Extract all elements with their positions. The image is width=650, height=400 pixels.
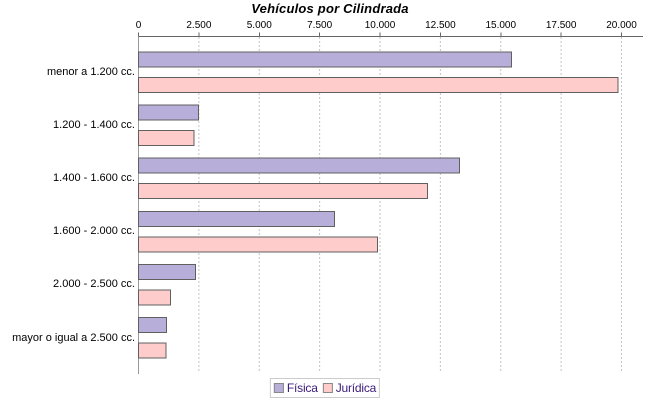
- bar-física-4: [138, 263, 196, 280]
- x-tick-label-7.500: 7.500: [307, 20, 333, 31]
- bar-jurídica-3: [138, 236, 379, 253]
- category-label-4: 2.000 - 2.500 cc.: [53, 278, 135, 291]
- x-tick-label-2.500: 2.500: [186, 20, 212, 31]
- x-tick-label-10.000: 10.000: [364, 20, 396, 31]
- legend: Física Jurídica: [269, 378, 381, 398]
- category-label-0: menor a 1.200 cc.: [46, 66, 135, 79]
- category-label-5: mayor o igual a 2.500 cc.: [12, 331, 135, 344]
- legend-label-fisica: Física: [286, 380, 318, 395]
- bar-física-5: [138, 316, 167, 333]
- x-tick-label-20.000: 20.000: [606, 20, 637, 31]
- legend-swatch-fisica: [273, 382, 284, 393]
- legend-label-juridica: Jurídica: [335, 380, 377, 395]
- bar-jurídica-5: [138, 342, 167, 359]
- bar-física-0: [138, 51, 512, 68]
- legend-swatch-juridica: [322, 382, 333, 393]
- legend-item-juridica: Jurídica: [322, 380, 377, 395]
- bar-física-1: [138, 104, 199, 121]
- bar-jurídica-4: [138, 289, 172, 306]
- x-tick-label-17.500: 17.500: [545, 20, 577, 31]
- bar-jurídica-1: [138, 130, 195, 147]
- x-tick-label-5.000: 5.000: [246, 20, 272, 31]
- category-label-3: 1.600 - 2.000 cc.: [53, 225, 135, 238]
- category-label-1: 1.200 - 1.400 cc.: [53, 119, 135, 132]
- chart-title: Vehículos por Cilindrada: [251, 1, 409, 16]
- bar-jurídica-0: [138, 77, 619, 94]
- x-tick-label-15.000: 15.000: [485, 20, 517, 31]
- category-label-2: 1.400 - 1.600 cc.: [53, 172, 135, 185]
- legend-item-fisica: Física: [273, 380, 318, 395]
- bar-jurídica-2: [138, 183, 428, 200]
- bar-física-3: [138, 210, 336, 227]
- x-tick-label-12.500: 12.500: [425, 20, 456, 31]
- bar-física-2: [138, 157, 461, 174]
- x-tick-label-0: 0: [135, 20, 142, 31]
